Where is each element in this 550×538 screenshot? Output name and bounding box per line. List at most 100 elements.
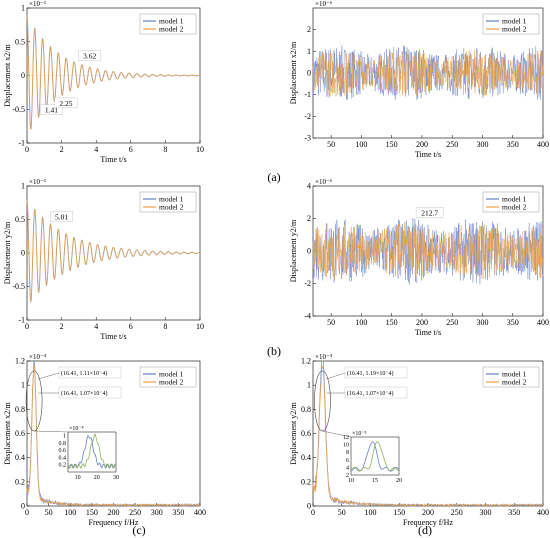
series-model-2 bbox=[312, 49, 544, 97]
inset-y-tick-label: 2 bbox=[346, 473, 349, 479]
series-model-2 bbox=[26, 363, 200, 508]
x-tick-label: 400 bbox=[537, 318, 549, 327]
axis-multiplier: ×10⁻⁶ bbox=[315, 178, 333, 186]
y-tick-label: 0 bbox=[307, 502, 311, 511]
inset-y-tick-label: 0.2 bbox=[59, 463, 67, 469]
chart-d: 0 0.2 0.4 0.6 0.8 1 1.2 0 50 100 150 200 250 300 350 40… bbox=[289, 353, 549, 527]
y-tick-label: 1 bbox=[307, 47, 311, 56]
x-tick-label: 400 bbox=[537, 508, 549, 517]
y-tick-label: -1 bbox=[18, 316, 25, 325]
inset-y-tick-label: 1 bbox=[63, 434, 66, 440]
y-tick-label: 1 bbox=[307, 381, 311, 390]
inset-y-tick-label: 0.4 bbox=[59, 455, 67, 461]
y-tick-label: -0.5 bbox=[12, 282, 25, 291]
y-tick-label: 0.5 bbox=[15, 215, 25, 224]
x-tick-label: 400 bbox=[194, 508, 206, 517]
x-tick-label: 250 bbox=[446, 318, 458, 327]
y-tick-label: -2 bbox=[304, 279, 311, 288]
annotation-box bbox=[344, 386, 408, 399]
y-tick-label: -2 bbox=[304, 112, 311, 121]
legend-label: model 2 bbox=[159, 25, 184, 34]
x-tick-label: 150 bbox=[386, 318, 398, 327]
x-axis-label: Frequency f/Hz bbox=[89, 518, 139, 527]
series-model-2 bbox=[312, 364, 544, 508]
x-tick-label: 300 bbox=[151, 508, 163, 517]
annotation-box bbox=[39, 104, 63, 115]
x-tick-label: 50 bbox=[45, 508, 53, 517]
annotation-label: 212.7 bbox=[421, 208, 438, 217]
x-tick-label: 300 bbox=[480, 508, 492, 517]
inset-y-tick-label: 4 bbox=[346, 465, 349, 471]
y-axis-label: Displacement y2/m bbox=[289, 219, 298, 282]
inset-leader bbox=[322, 430, 352, 438]
x-tick-label: 50 bbox=[338, 508, 346, 517]
annotation-label: 1.41 bbox=[45, 106, 58, 115]
y-tick-label: 0.8 bbox=[301, 405, 311, 414]
annotation-label: 3.62 bbox=[83, 52, 96, 61]
inset-multiplier: ×10⁻⁴ bbox=[69, 426, 84, 432]
legend-label: model 2 bbox=[502, 203, 527, 212]
panel-tag-c: (c) bbox=[132, 523, 145, 537]
x-tick-label: 0 bbox=[25, 322, 29, 331]
inset-x-tick-label: 20 bbox=[94, 475, 100, 481]
x-axis-label: Time t/s bbox=[415, 328, 441, 337]
y-tick-label: -1 bbox=[18, 139, 25, 148]
legend-label: model 1 bbox=[502, 195, 527, 204]
x-tick-label: 250 bbox=[129, 508, 141, 517]
x-tick-label: 350 bbox=[507, 140, 519, 149]
chart-b-right: -4 -2 0 2 4 50 100 150 200 250 300 350 400 Time t/s Di… bbox=[289, 178, 549, 337]
x-tick-label: 4 bbox=[94, 145, 98, 154]
x-tick-label: 10 bbox=[196, 322, 204, 331]
x-tick-label: 200 bbox=[416, 140, 428, 149]
axis-multiplier: ×10⁻³ bbox=[29, 178, 46, 186]
inset-multiplier: ×10⁻⁵ bbox=[352, 431, 367, 437]
y-tick-label: 4 bbox=[307, 182, 311, 191]
y-tick-label: 0 bbox=[21, 502, 25, 511]
x-tick-label: 50 bbox=[327, 318, 335, 327]
x-tick-label: 200 bbox=[416, 318, 428, 327]
inset-y-tick-label: 0.8 bbox=[59, 441, 67, 447]
y-tick-label: 0.4 bbox=[15, 453, 25, 462]
inset-y-tick-label: 0.6 bbox=[59, 448, 67, 454]
x-tick-label: 300 bbox=[476, 140, 488, 149]
y-tick-label: 0 bbox=[307, 247, 311, 256]
legend-label: model 2 bbox=[502, 378, 527, 387]
x-tick-label: 250 bbox=[451, 508, 463, 517]
y-axis-label: Displacement x2/m bbox=[289, 41, 298, 104]
series-model-2 bbox=[26, 15, 200, 130]
legend-label: model 1 bbox=[159, 370, 184, 379]
axis-multiplier: ×10⁻⁴ bbox=[29, 353, 47, 361]
inset-x-tick-label: 10 bbox=[348, 478, 354, 484]
y-tick-label: -4 bbox=[304, 312, 311, 321]
inset-series-model-2 bbox=[350, 441, 400, 472]
y-tick-label: 0.2 bbox=[301, 477, 311, 486]
x-tick-label: 6 bbox=[129, 322, 133, 331]
x-tick-label: 10 bbox=[196, 145, 204, 154]
inset-c: 10 20 30 0.2 0.40.60.81×10⁻⁴ bbox=[59, 426, 120, 481]
panel-tag-b: (b) bbox=[267, 344, 281, 358]
inset-x-tick-label: 30 bbox=[113, 475, 119, 481]
x-tick-label: 350 bbox=[507, 318, 519, 327]
x-tick-label: 0 bbox=[311, 508, 315, 517]
x-tick-label: 150 bbox=[86, 508, 98, 517]
inset-frame bbox=[350, 436, 400, 476]
x-tick-label: 200 bbox=[422, 508, 434, 517]
x-tick-label: 2 bbox=[60, 322, 64, 331]
y-axis-label: Displacement y2/m bbox=[289, 402, 298, 465]
series-model-2 bbox=[312, 222, 544, 280]
annotation-label: 2.25 bbox=[59, 99, 72, 108]
annotation-label: 5.01 bbox=[55, 213, 68, 222]
y-tick-label: 0 bbox=[21, 71, 25, 80]
inset-x-tick-label: 20 bbox=[396, 478, 402, 484]
annotation-box bbox=[344, 366, 408, 379]
inset-leader bbox=[34, 430, 69, 433]
y-tick-label: 0.2 bbox=[15, 477, 25, 486]
panel-tag-d: (d) bbox=[418, 523, 432, 537]
legend-label: model 1 bbox=[502, 370, 527, 379]
y-axis-label: Displacement x2/m bbox=[3, 44, 12, 107]
legend-label: model 1 bbox=[159, 195, 184, 204]
y-tick-label: 0.6 bbox=[301, 429, 311, 438]
x-tick-label: 100 bbox=[365, 508, 377, 517]
